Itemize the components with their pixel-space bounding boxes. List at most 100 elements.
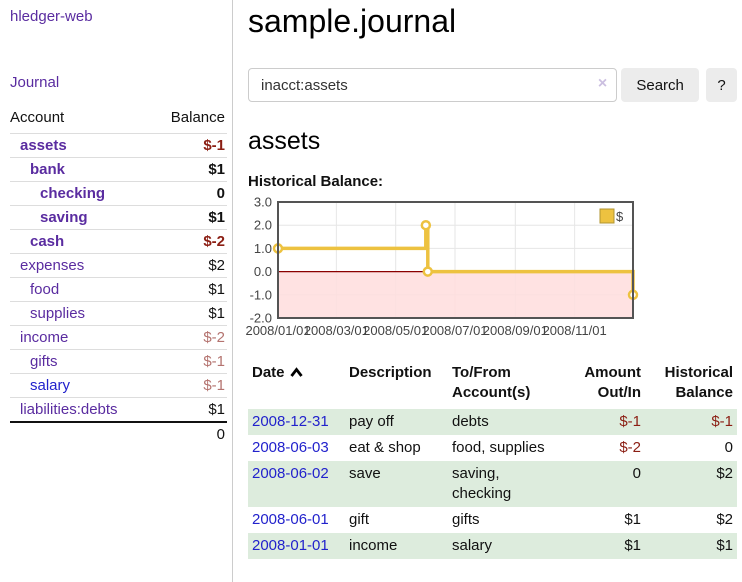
account-row: expenses $2 (10, 253, 227, 278)
y-axis-tick-label: 2.0 (254, 218, 272, 233)
y-axis-tick-label: 1.0 (254, 241, 272, 256)
register-amount: $1 (624, 537, 641, 554)
account-row: food $1 (10, 277, 227, 302)
accounts-header-account: Account (10, 107, 154, 134)
register-balance: $1 (716, 537, 733, 554)
account-balance: 0 (153, 181, 227, 206)
account-row: cash $-2 (10, 229, 227, 254)
register-description: eat & shop (349, 439, 421, 456)
clear-search-icon[interactable]: × (597, 75, 608, 92)
account-row: checking 0 (10, 181, 227, 206)
register-description: save (349, 465, 381, 482)
account-row: supplies $1 (10, 301, 227, 326)
app-brand-link[interactable]: hledger-web (10, 8, 93, 25)
register-balance: $2 (716, 465, 733, 482)
register-amount: 0 (632, 465, 641, 482)
historical-balance-chart[interactable]: 3.0 2.0 1.0 0.0 -1.0 -2.02008/01/012008/03/01… (245, 195, 742, 348)
accounts-table-body: assets $-1 bank $1 checking 0 saving $1 cash $-2 e… (10, 133, 227, 423)
register-date-cell: 2008-06-03 (248, 435, 345, 461)
account-row: salary $-1 (10, 373, 227, 398)
accounts-total-value: 0 (153, 421, 227, 446)
account-row: assets $-1 (10, 133, 227, 158)
nav-journal-link[interactable]: Journal (10, 74, 60, 91)
register-header-description: Description (349, 364, 432, 381)
account-balance: $-2 (153, 325, 227, 350)
register-date-cell: 2008-12-31 (248, 409, 345, 435)
account-link[interactable]: checking (40, 185, 106, 202)
register-header-date-label: Date (252, 364, 285, 381)
negative-region (278, 271, 633, 318)
help-button[interactable]: ? (706, 68, 737, 102)
register-table-body: 2008-12-31 pay off debts $-1 $-1 2008-06-03 ea… (248, 409, 737, 559)
register-balance: 0 (724, 439, 733, 456)
register-header-amount: Amount Out/In (584, 364, 641, 401)
app-brand: hledger-web (10, 8, 232, 25)
account-link[interactable]: expenses (20, 257, 85, 274)
account-balance: $1 (153, 301, 227, 326)
accounts-header-balance: Balance (153, 107, 227, 134)
sidebar-nav: Journal (10, 74, 232, 91)
data-point[interactable] (420, 219, 432, 231)
account-link[interactable]: salary (30, 377, 71, 394)
account-link[interactable]: supplies (30, 305, 86, 322)
account-row: bank $1 (10, 157, 227, 182)
account-link[interactable]: assets (20, 137, 67, 154)
register-amount: $-2 (619, 439, 641, 456)
x-axis-tick-label: 2008/11/01 (543, 323, 607, 338)
account-row: gifts $-1 (10, 349, 227, 374)
sidebar: hledger-web Journal Account Balance asse… (0, 0, 233, 582)
data-point[interactable] (422, 266, 434, 277)
chart-border (277, 201, 634, 319)
register-date-link[interactable]: 2008-06-03 (252, 439, 329, 456)
accounts-total-row: 0 (10, 421, 227, 446)
account-balance: $1 (153, 157, 227, 182)
register-date-link[interactable]: 2008-12-31 (252, 413, 329, 430)
search-input[interactable] (248, 68, 618, 102)
register-table: Date Description To/From Account(s) Amou… (248, 361, 737, 559)
sort-ascending-icon (289, 367, 303, 377)
register-description: pay off (349, 413, 394, 430)
register-header-date[interactable]: Date (248, 361, 345, 409)
register-balance: $2 (716, 511, 733, 528)
legend-label: $ (616, 209, 624, 224)
search-form: × Search ? (248, 68, 737, 102)
account-link[interactable]: cash (30, 233, 65, 250)
account-link[interactable]: food (30, 281, 60, 298)
register-header-accounts: To/From Account(s) (452, 364, 531, 401)
register-header-balance: Historical Balance (664, 364, 733, 401)
x-axis-tick-label: 2008/07/01 (422, 323, 487, 338)
register-balance: $-1 (711, 413, 733, 430)
account-link[interactable]: bank (30, 161, 66, 178)
x-axis-tick-label: 2008/05/01 (363, 323, 428, 338)
register-row: 2008-06-02 save saving, checking 0 $2 (248, 461, 737, 507)
register-amount: $-1 (619, 413, 641, 430)
y-axis-tick-label: 3.0 (254, 195, 272, 210)
chart-title: Historical Balance: (248, 173, 384, 190)
x-axis-tick-label: 2008/09/01 (483, 323, 548, 338)
accounts-total-spacer (10, 421, 154, 446)
register-row: 2008-06-01 gift gifts $1 $2 (248, 507, 737, 533)
account-balance: $1 (153, 205, 227, 230)
legend-swatch (599, 208, 615, 224)
register-accounts: gifts (452, 511, 480, 528)
register-row: 2008-12-31 pay off debts $-1 $-1 (248, 409, 737, 435)
account-link[interactable]: gifts (30, 353, 58, 370)
account-balance: $2 (153, 253, 227, 278)
register-date-link[interactable]: 2008-01-01 (252, 537, 329, 554)
account-link[interactable]: liabilities:debts (20, 401, 118, 418)
account-link[interactable]: income (20, 329, 69, 346)
search-input-wrap: × (248, 68, 618, 102)
register-description: gift (349, 511, 370, 528)
account-row: saving $1 (10, 205, 227, 230)
register-amount: $1 (624, 511, 641, 528)
register-accounts: debts (452, 413, 489, 430)
register-row: 2008-06-03 eat & shop food, supplies $-2 0 (248, 435, 737, 461)
account-balance: $-1 (153, 373, 227, 398)
register-date-link[interactable]: 2008-06-02 (252, 465, 329, 482)
account-link[interactable]: saving (40, 209, 88, 226)
register-date-link[interactable]: 2008-06-01 (252, 511, 329, 528)
account-row: liabilities:debts $1 (10, 397, 227, 423)
account-balance: $-1 (153, 349, 227, 374)
accounts-header-row: Account Balance (10, 107, 227, 134)
search-button[interactable]: Search (621, 68, 700, 102)
